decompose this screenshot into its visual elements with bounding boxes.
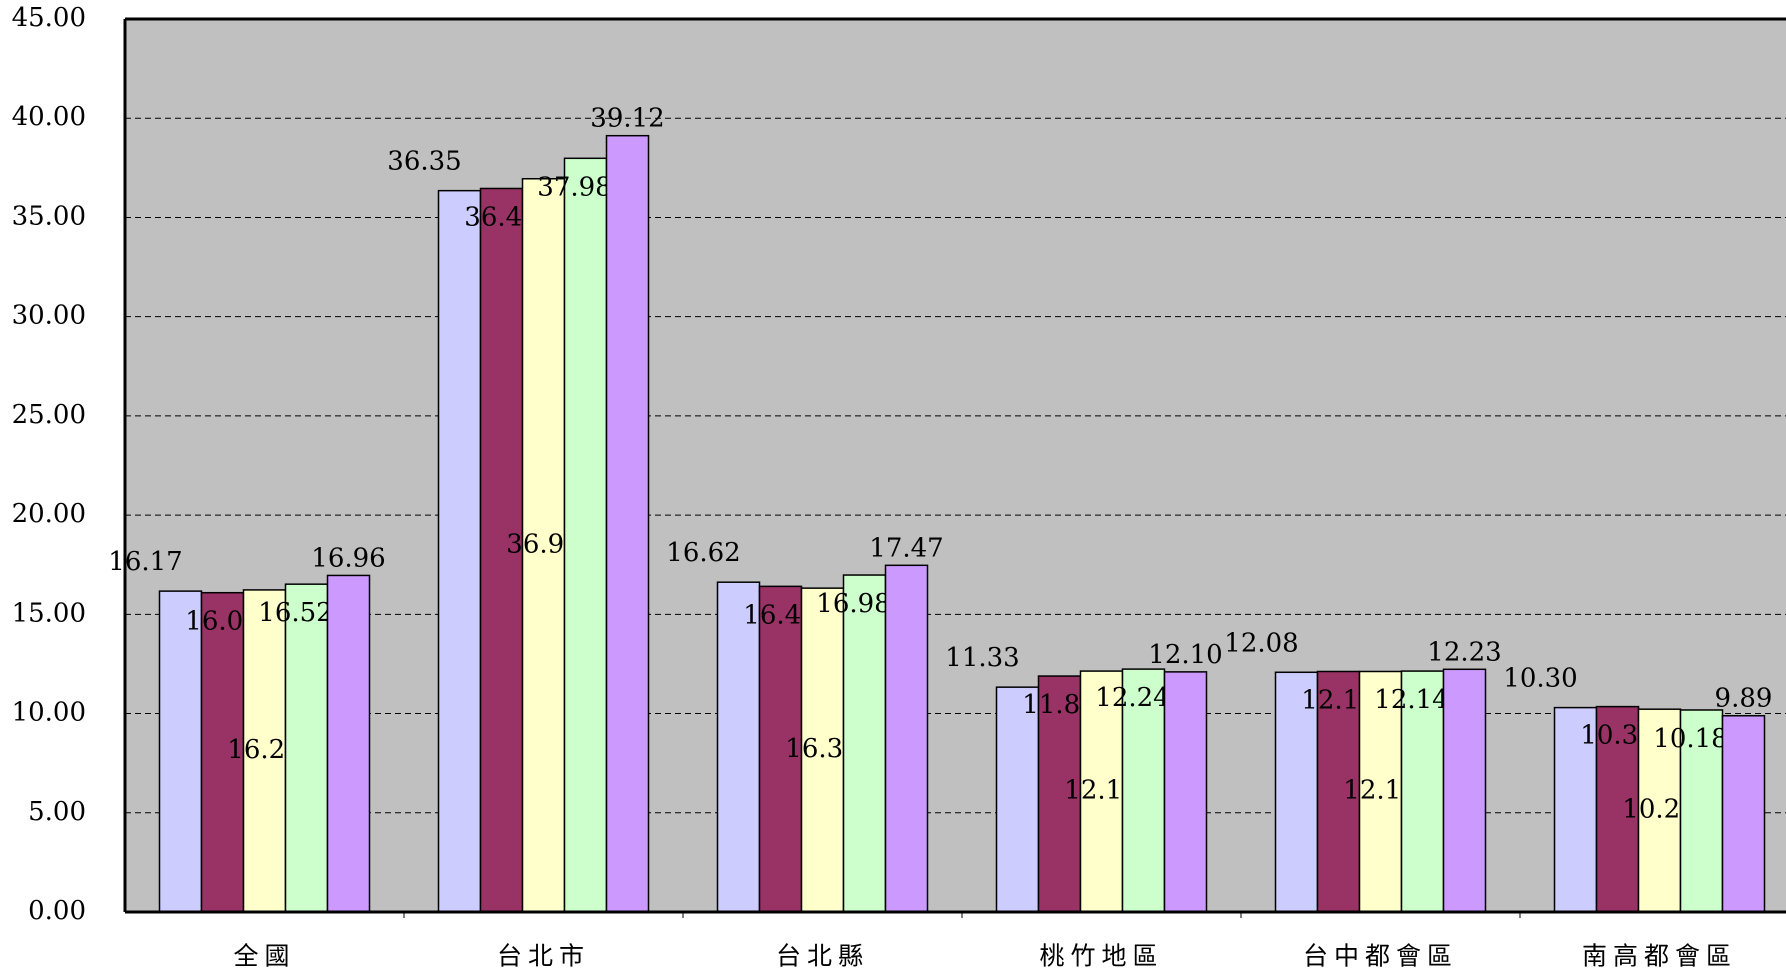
bar: [995, 686, 1040, 913]
data-label: 12.24: [1095, 683, 1169, 713]
bar: [563, 157, 608, 913]
data-label: 11.33: [945, 643, 1019, 673]
x-tick-label: 南高都會區: [1582, 942, 1737, 971]
bar: [326, 574, 371, 913]
x-tick-label: 台北市: [497, 942, 590, 971]
data-label: 10.18: [1653, 724, 1727, 754]
bar: [158, 590, 203, 913]
bar: [800, 587, 845, 913]
bar: [284, 583, 329, 913]
data-label: 10.30: [1503, 664, 1577, 694]
bar: [1721, 714, 1766, 913]
bar: [437, 189, 482, 913]
bar: [1553, 706, 1598, 913]
data-label: 12.23: [1427, 637, 1501, 667]
data-label: 12.08: [1224, 628, 1298, 658]
data-label: 39.12: [590, 104, 664, 134]
x-tick-label: 桃竹地區: [1039, 942, 1163, 971]
y-tick-label: 40.00: [12, 102, 86, 132]
y-tick-label: 25.00: [12, 400, 86, 430]
bar: [1316, 670, 1361, 913]
data-label: 9.89: [1715, 684, 1773, 714]
data-label: 17.47: [869, 533, 943, 563]
data-label: 16.17: [108, 547, 182, 577]
bar: [605, 134, 650, 913]
y-tick-label: 20.00: [12, 499, 86, 529]
bar: [758, 585, 803, 913]
y-tick-label: 35.00: [12, 201, 86, 231]
data-label: 12.14: [1374, 685, 1448, 715]
bar: [1121, 668, 1166, 913]
bar: [1442, 668, 1487, 913]
bar: [1358, 670, 1403, 913]
x-tick-label: 台中都會區: [1303, 942, 1458, 971]
data-label: 12.10: [1148, 640, 1222, 670]
y-tick-label: 5.00: [28, 797, 86, 827]
y-tick-label: 30.00: [12, 301, 86, 331]
x-tick-label: 台北縣: [776, 942, 869, 971]
data-label: 16.52: [258, 598, 332, 628]
bar: [1400, 670, 1445, 913]
bar: [1679, 709, 1724, 913]
bar: [884, 564, 929, 913]
data-label: 16.98: [816, 589, 890, 619]
plot-area: [125, 19, 1786, 912]
y-tick-label: 10.00: [12, 698, 86, 728]
data-label: 37.98: [537, 172, 611, 202]
y-tick-label: 45.00: [12, 3, 86, 33]
y-tick-label: 0.00: [28, 896, 86, 926]
data-label: 16.96: [311, 543, 385, 573]
bar: [1274, 671, 1319, 913]
data-label: 36.35: [387, 147, 461, 177]
x-tick-label: 全國: [233, 942, 295, 971]
data-label: 16.62: [666, 538, 740, 568]
bar: [1163, 671, 1208, 913]
y-tick-label: 15.00: [12, 598, 86, 628]
bar: [716, 581, 761, 913]
bar: [1637, 708, 1682, 913]
bar: [242, 589, 287, 913]
bar: [842, 574, 887, 913]
bar: [1595, 705, 1640, 913]
bar: [479, 187, 524, 913]
